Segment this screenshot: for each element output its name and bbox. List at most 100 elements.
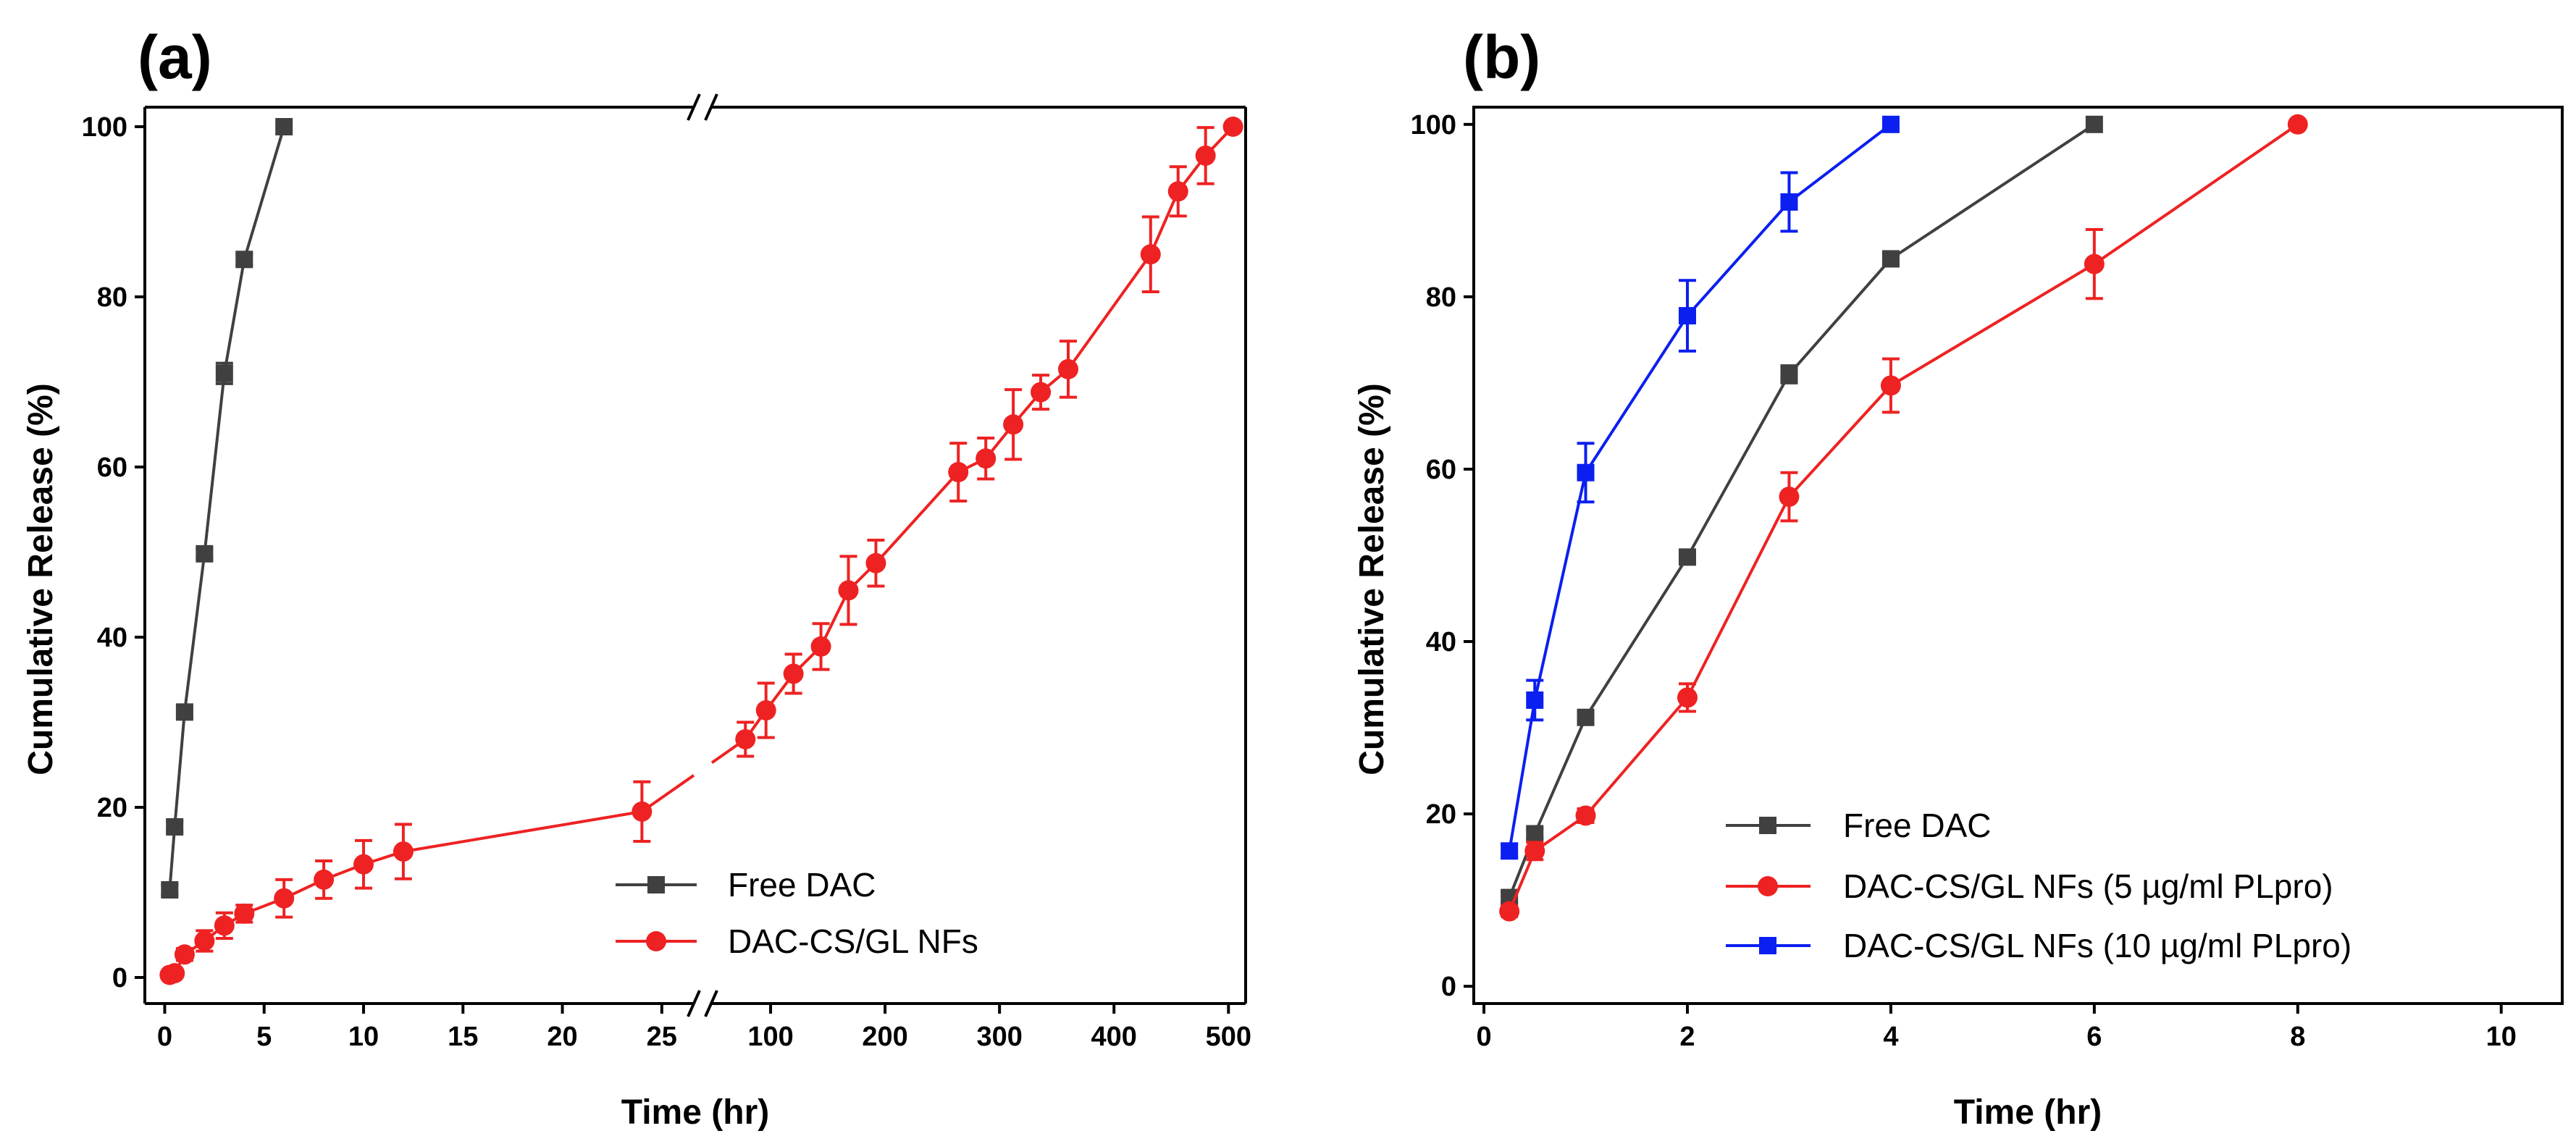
panel-a-y-tick-label: 100 bbox=[82, 112, 127, 143]
panel-a-series-1-point bbox=[174, 944, 195, 965]
panel-b-series-0 bbox=[1501, 115, 2103, 907]
panel-a-x-tick-label: 100 bbox=[747, 1022, 793, 1052]
panel-b-y-tick-label: 20 bbox=[1426, 799, 1456, 830]
panel-b-series-1-line bbox=[1508, 123, 2299, 912]
panel-b-series-0-point bbox=[1881, 250, 1900, 268]
panel-a-series-1-bridge-left bbox=[641, 774, 695, 813]
panel-b-y-tick-label: 40 bbox=[1426, 627, 1456, 657]
panel-a-x-axis-title: Time (hr) bbox=[621, 1093, 769, 1132]
panel-a-x-tick-label: 20 bbox=[547, 1022, 577, 1052]
panel-a-series-0-point bbox=[166, 818, 184, 836]
panel-a-series-1-point bbox=[783, 663, 804, 684]
panel-a-series-1-point bbox=[838, 580, 859, 601]
legend-b-free-dac-label: Free DAC bbox=[1843, 807, 1991, 844]
legend-free-dac-marker bbox=[647, 876, 665, 893]
panel-a-series-1-point bbox=[1058, 358, 1078, 379]
panel-a-series-1-point bbox=[948, 462, 969, 483]
panel-a-x-tick-label: 5 bbox=[256, 1022, 272, 1052]
panel-a-series-1-point bbox=[810, 636, 831, 657]
panel-b-y-tick-label: 0 bbox=[1441, 972, 1456, 1002]
panel-b-x-axis-title: Time (hr) bbox=[1954, 1093, 2102, 1132]
panel-b-series-2-point bbox=[1577, 463, 1595, 481]
legend-b-10ug-marker bbox=[1759, 937, 1776, 954]
panel-a-series-1-point bbox=[1003, 414, 1024, 435]
panel-a-series-1-point bbox=[1222, 117, 1243, 137]
panel-a-x-tick-label: 25 bbox=[647, 1022, 677, 1052]
panel-a-series-1-point bbox=[976, 448, 997, 469]
panel-a-label: (a) bbox=[138, 23, 212, 91]
panel-a-series-1-point bbox=[632, 801, 653, 822]
panel-b-x-tick-label: 8 bbox=[2290, 1022, 2305, 1052]
legend-b-free-dac-marker bbox=[1759, 817, 1776, 834]
legend-b-5ug-label: DAC-CS/GL NFs (5 µg/ml PLpro) bbox=[1843, 867, 2333, 905]
panel-a-series-0-point bbox=[275, 118, 293, 135]
panel-a-axis-break-3 bbox=[687, 93, 701, 121]
panel-a-series-0-point bbox=[161, 880, 179, 899]
legend-nfs-marker bbox=[646, 931, 666, 951]
panel-a-series-1-point bbox=[234, 903, 255, 924]
panel-b-series-1-point bbox=[1524, 841, 1545, 862]
panel-a-legend: Free DAC DAC-CS/GL NFs bbox=[616, 866, 978, 960]
panel-a-y-axis-title: Cumulative Release (%) bbox=[22, 383, 60, 775]
panel-b-series-1-point bbox=[1677, 687, 1698, 708]
panel-a-series-1-point bbox=[214, 915, 235, 936]
panel-a-series-0-point bbox=[235, 251, 253, 269]
panel-a-series-1-point bbox=[194, 930, 215, 951]
panel-a-y-tick-label: 20 bbox=[97, 793, 127, 823]
panel-b-series-2 bbox=[1501, 115, 1900, 860]
panel-b: (b) 0 20 40 60 80 100 0 2 4 6 8 10 Time (hr) Cumula… bbox=[1353, 23, 2564, 1132]
panel-b-series-0-point bbox=[1577, 708, 1595, 726]
panel-a-y-tick-label: 0 bbox=[112, 963, 127, 993]
panel-b-series-1-point bbox=[1575, 805, 1596, 826]
panel-a-series-1-point bbox=[393, 841, 414, 862]
panel-b-series-2-point bbox=[1881, 115, 1900, 133]
panel-a-x-tick-label: 200 bbox=[862, 1022, 907, 1052]
panel-a-series-1 bbox=[159, 117, 1243, 985]
panel-b-series-2-point bbox=[1526, 691, 1544, 709]
panel-a-x-tick-label: 0 bbox=[157, 1022, 172, 1052]
panel-a-series-0-point bbox=[215, 364, 233, 382]
panel-b-label: (b) bbox=[1463, 23, 1540, 91]
panel-b-legend: Free DAC DAC-CS/GL NFs (5 µg/ml PLpro) D… bbox=[1726, 807, 2351, 964]
panel-a-series-0-line-0 bbox=[168, 126, 286, 891]
panel-b-series-1-point bbox=[2287, 114, 2308, 135]
panel-b-series-0-point bbox=[1780, 366, 1798, 384]
panel-a-y-tick-label: 80 bbox=[97, 282, 127, 313]
panel-a-series-0-point bbox=[196, 544, 214, 563]
panel-a-axis-break-1 bbox=[687, 990, 701, 1017]
panel-a-series-1-point bbox=[353, 854, 374, 875]
panel-b-series-2-line bbox=[1508, 123, 1892, 851]
panel-a-axis-break-2 bbox=[704, 990, 718, 1017]
panel-b-series-2-point bbox=[1780, 193, 1798, 211]
panel-b-y-tick-label: 100 bbox=[1411, 110, 1456, 140]
panel-a: (a) 0 20 40 60 80 100 0 5 10 15 20 25 100 200 300 400 50… bbox=[22, 23, 1251, 1132]
panel-b-series-1-point bbox=[1779, 487, 1800, 508]
panel-a-series-1-point bbox=[1167, 181, 1188, 202]
panel-a-series-1-point bbox=[314, 869, 335, 890]
panel-b-series-1-point bbox=[1880, 375, 1901, 396]
panel-a-series-1-point bbox=[164, 963, 185, 984]
panel-a-axis-break-4 bbox=[704, 93, 718, 121]
panel-a-series-1-point bbox=[1031, 382, 1052, 403]
panel-a-x-tick-label: 10 bbox=[348, 1022, 379, 1052]
legend-b-5ug-marker bbox=[1758, 876, 1778, 896]
panel-a-plot-area: 0 20 40 60 80 100 0 5 10 15 20 25 100 200 300 400 500 bbox=[82, 93, 1251, 1052]
panel-b-x-tick-label: 0 bbox=[1476, 1022, 1491, 1052]
panel-b-x-tick-label: 6 bbox=[2086, 1022, 2102, 1052]
panel-b-x-tick-label: 2 bbox=[1679, 1022, 1695, 1052]
panel-b-x-tick-label: 4 bbox=[1883, 1022, 1898, 1052]
panel-a-x-tick-label: 15 bbox=[448, 1022, 478, 1052]
panel-a-series-1-point bbox=[1140, 244, 1161, 265]
panel-b-plot-area: 0 20 40 60 80 100 0 2 4 6 8 10 bbox=[1411, 106, 2564, 1052]
panel-a-x-tick-label: 400 bbox=[1091, 1022, 1137, 1052]
panel-a-series-1-point bbox=[735, 729, 756, 749]
panel-a-series-1-point bbox=[1195, 145, 1216, 166]
panel-b-series-2-point bbox=[1678, 307, 1696, 325]
panel-a-y-tick-label: 60 bbox=[97, 453, 127, 483]
panel-a-series-0-point bbox=[175, 703, 193, 721]
legend-b-10ug-label: DAC-CS/GL NFs (10 µg/ml PLpro) bbox=[1843, 927, 2351, 964]
panel-b-y-axis-title: Cumulative Release (%) bbox=[1353, 383, 1391, 775]
panel-a-series-1-line-0 bbox=[169, 809, 642, 977]
panel-b-series-0-point bbox=[1678, 548, 1696, 566]
